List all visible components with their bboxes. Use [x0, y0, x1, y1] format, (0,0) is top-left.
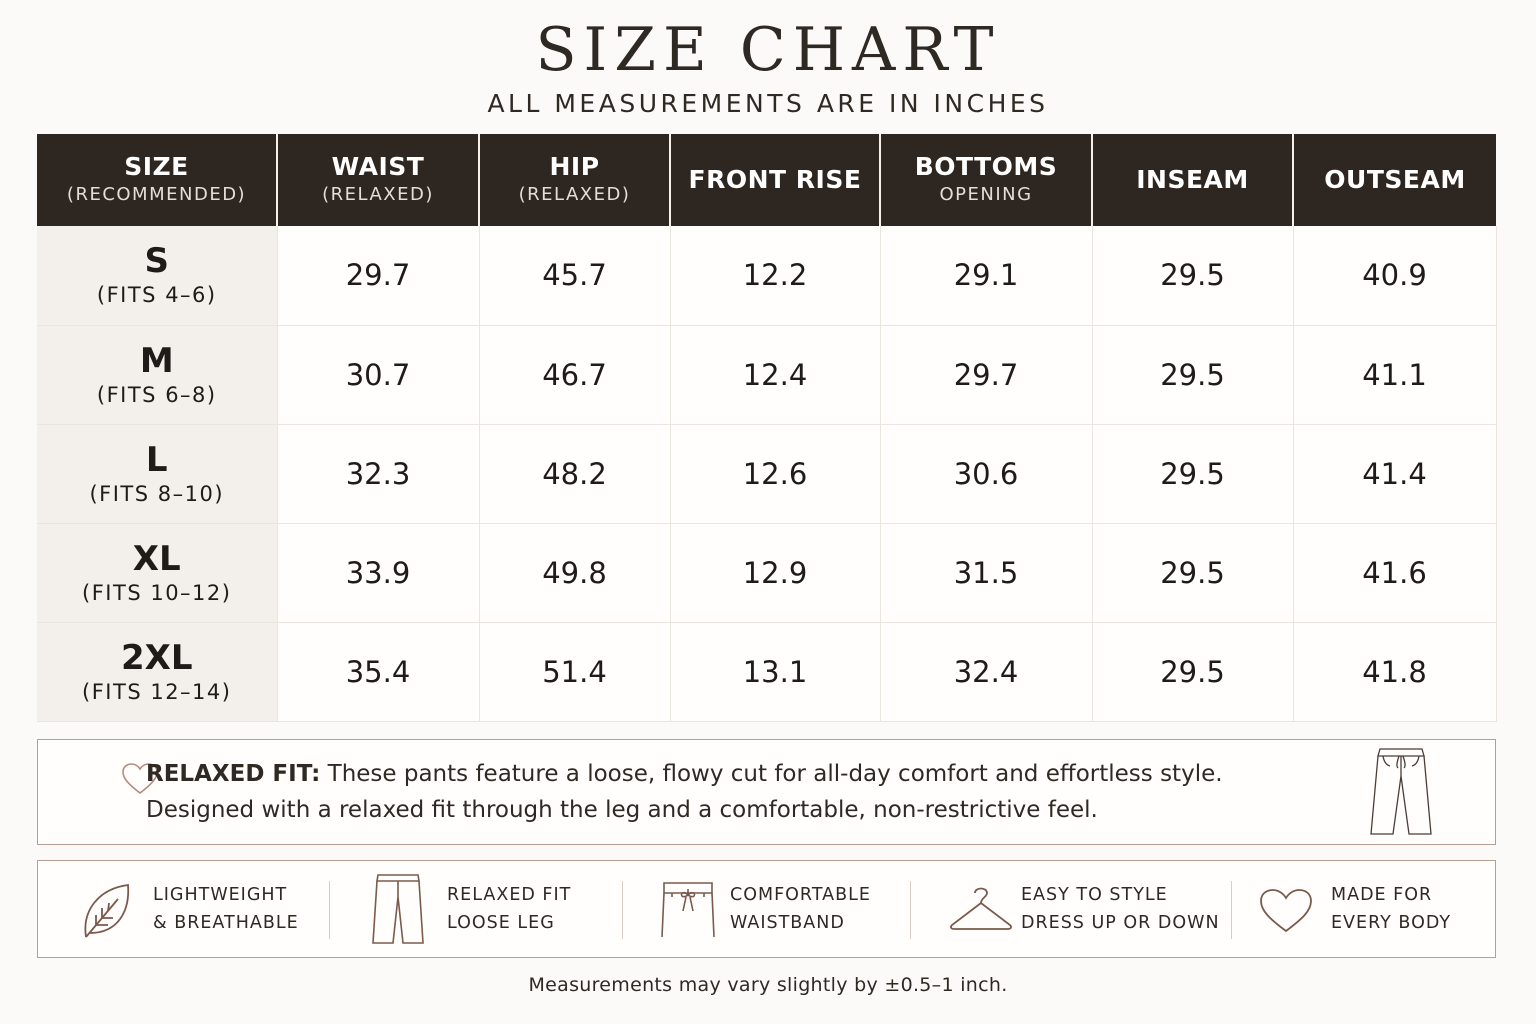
feature-label-line1: COMFORTABLE	[730, 885, 871, 905]
measurement-cell: 41.4	[1293, 424, 1497, 524]
column-header-front-rise: FRONT RISE	[670, 134, 881, 226]
feature-made-for-every-body: MADE FOR EVERY BODY	[1232, 861, 1494, 957]
relaxed-fit-line1: These pants feature a loose, flowy cut f…	[320, 761, 1223, 787]
column-header-hip: HIP (RELAXED)	[479, 134, 671, 226]
feature-divider	[1231, 881, 1232, 939]
column-header-outseam: OUTSEAM	[1293, 134, 1496, 226]
feature-divider	[329, 881, 330, 939]
relaxed-fit-line2: Designed with a relaxed fit through the …	[146, 797, 1098, 823]
measurement-cell: 12.6	[670, 424, 881, 524]
measurement-cell: 51.4	[479, 622, 671, 722]
size-fits-label: (FITS 10–12)	[82, 580, 232, 605]
measurement-cell: 13.1	[670, 622, 881, 722]
features-bar: LIGHTWEIGHT & BREATHABLE RELAXED FIT LOO…	[37, 860, 1496, 958]
size-cell: XL (FITS 10–12)	[37, 523, 278, 623]
measurement-cell: 32.3	[277, 424, 480, 524]
measurement-cell: 31.5	[880, 523, 1093, 623]
measurement-cell: 41.8	[1293, 622, 1497, 722]
measurement-cell: 29.5	[1092, 226, 1294, 326]
measurement-cell: 41.6	[1293, 523, 1497, 623]
size-cell: M (FITS 6–8)	[37, 325, 278, 425]
measurement-cell: 30.7	[277, 325, 480, 425]
measurement-cell: 40.9	[1293, 226, 1497, 326]
feature-label-line2: EVERY BODY	[1331, 913, 1452, 933]
size-label: M	[139, 340, 174, 381]
size-label: L	[145, 439, 168, 480]
feature-label-line2: & BREATHABLE	[153, 913, 299, 933]
feature-divider	[622, 881, 623, 939]
feature-label-line2: LOOSE LEG	[447, 913, 555, 933]
measurement-cell: 48.2	[479, 424, 671, 524]
size-label: 2XL	[120, 637, 193, 678]
feature-divider	[910, 881, 911, 939]
table-row: XL (FITS 10–12) 33.9 49.8 12.9 31.5 29.5 41.6	[37, 523, 1497, 623]
table-row: S (FITS 4–6) 29.7 45.7 12.2 29.1 29.5 40.9	[37, 226, 1497, 326]
measurement-cell: 12.9	[670, 523, 881, 623]
size-label: XL	[132, 538, 181, 579]
size-fits-label: (FITS 6–8)	[96, 382, 217, 407]
pants-icon	[1366, 746, 1436, 842]
page-title: SIZE CHART	[535, 15, 1001, 85]
measurement-cell: 29.5	[1092, 424, 1294, 524]
feature-label-line1: MADE FOR	[1331, 885, 1433, 905]
measurement-cell: 49.8	[479, 523, 671, 623]
table-row: 2XL (FITS 12–14) 35.4 51.4 13.1 32.4 29.5 41.8	[37, 622, 1497, 722]
feature-relaxed-fit: RELAXED FIT LOOSE LEG	[330, 861, 622, 957]
size-label: S	[144, 241, 170, 282]
measurement-cell: 12.4	[670, 325, 881, 425]
column-header-size: SIZE (RECOMMENDED)	[37, 134, 278, 226]
feature-waistband: COMFORTABLE WAISTBAND	[623, 861, 910, 957]
feature-label-line2: WAISTBAND	[730, 913, 845, 933]
measurement-cell: 29.5	[1092, 523, 1294, 623]
table-header-row: SIZE (RECOMMENDED) WAIST (RELAXED) HIP (REL…	[37, 134, 1496, 226]
size-cell: 2XL (FITS 12–14)	[37, 622, 278, 722]
size-fits-label: (FITS 12–14)	[82, 679, 232, 704]
measurement-cell: 46.7	[479, 325, 671, 425]
table-row: L (FITS 8–10) 32.3 48.2 12.6 30.6 29.5 41.4	[37, 424, 1497, 524]
measurement-cell: 29.5	[1092, 622, 1294, 722]
feature-label-line1: EASY TO STYLE	[1021, 885, 1168, 905]
measurement-cell: 29.5	[1092, 325, 1294, 425]
measurement-cell: 12.2	[670, 226, 881, 326]
measurement-cell: 29.7	[880, 325, 1093, 425]
column-header-inseam: INSEAM	[1092, 134, 1294, 226]
measurement-cell: 29.1	[880, 226, 1093, 326]
column-header-bottoms-opening: BOTTOMS OPENING	[880, 134, 1093, 226]
relaxed-fit-note: RELAXED FIT: These pants feature a loose…	[37, 739, 1496, 845]
measurement-cell: 41.1	[1293, 325, 1497, 425]
feature-label-line1: RELAXED FIT	[447, 885, 572, 905]
measurement-cell: 29.7	[277, 226, 480, 326]
feature-label-line1: LIGHTWEIGHT	[153, 885, 288, 905]
size-cell: L (FITS 8–10)	[37, 424, 278, 524]
feature-easy-to-style: EASY TO STYLE DRESS UP OR DOWN	[911, 861, 1231, 957]
feature-label-line2: DRESS UP OR DOWN	[1021, 913, 1220, 933]
size-fits-label: (FITS 4–6)	[96, 283, 217, 308]
size-fits-label: (FITS 8–10)	[89, 481, 225, 506]
size-chart-table: SIZE (RECOMMENDED) WAIST (RELAXED) HIP (REL…	[37, 134, 1497, 722]
size-cell: S (FITS 4–6)	[37, 226, 278, 326]
relaxed-fit-text: RELAXED FIT: These pants feature a loose…	[146, 756, 1266, 828]
measurement-cell: 30.6	[880, 424, 1093, 524]
page-subtitle: ALL MEASUREMENTS ARE IN INCHES	[487, 89, 1049, 118]
measurement-cell: 35.4	[277, 622, 480, 722]
table-row: M (FITS 6–8) 30.7 46.7 12.4 29.7 29.5 41.1	[37, 325, 1497, 425]
measurement-footnote: Measurements may vary slightly by ±0.5–1…	[528, 974, 1008, 996]
heart-icon	[120, 762, 160, 800]
measurement-cell: 32.4	[880, 622, 1093, 722]
measurement-cell: 45.7	[479, 226, 671, 326]
relaxed-fit-label: RELAXED FIT:	[146, 761, 321, 787]
feature-lightweight: LIGHTWEIGHT & BREATHABLE	[38, 861, 328, 957]
column-header-waist: WAIST (RELAXED)	[277, 134, 480, 226]
measurement-cell: 33.9	[277, 523, 480, 623]
